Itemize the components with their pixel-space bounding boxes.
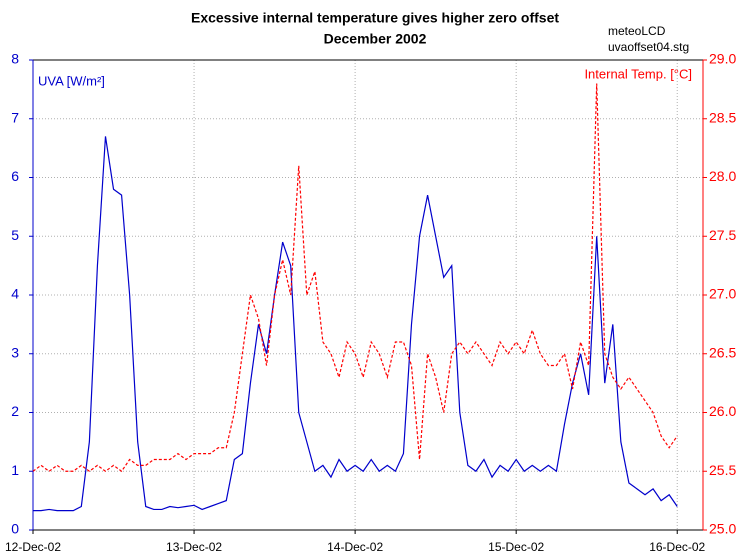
x-tick-label: 16-Dec-02 (649, 540, 705, 554)
y2-axis-label: Internal Temp. [°C] (584, 66, 692, 81)
x-tick-label: 13-Dec-02 (166, 540, 222, 554)
y2-tick-label: 27.5 (709, 227, 736, 243)
y-tick-label: 5 (11, 227, 19, 243)
y-tick-label: 1 (11, 462, 19, 478)
annotation: meteoLCD (608, 24, 666, 38)
chart-subtitle: December 2002 (324, 31, 427, 47)
x-tick-label: 14-Dec-02 (327, 540, 383, 554)
y-tick-label: 3 (11, 344, 19, 360)
y-tick-label: 6 (11, 168, 19, 184)
annotation: uvaoffset04.stg (608, 40, 689, 54)
x-tick-label: 15-Dec-02 (488, 540, 544, 554)
x-tick-label: 12-Dec-02 (5, 540, 61, 554)
y2-tick-label: 26.0 (709, 403, 736, 419)
chart-title: Excessive internal temperature gives hig… (191, 10, 559, 26)
y2-tick-label: 29.0 (709, 51, 736, 67)
y2-tick-label: 26.5 (709, 344, 736, 360)
y-axis-label: UVA [W/m²] (38, 73, 105, 88)
y2-tick-label: 25.0 (709, 521, 736, 537)
y2-tick-label: 28.5 (709, 109, 736, 125)
series-line (33, 136, 678, 512)
y-tick-label: 7 (11, 109, 19, 125)
y-tick-label: 0 (11, 521, 19, 537)
y2-tick-label: 28.0 (709, 168, 736, 184)
y-tick-label: 8 (11, 51, 19, 67)
y2-tick-label: 27.0 (709, 286, 736, 302)
y2-tick-label: 25.5 (709, 462, 736, 478)
y-tick-label: 4 (11, 286, 19, 302)
y-tick-label: 2 (11, 403, 19, 419)
